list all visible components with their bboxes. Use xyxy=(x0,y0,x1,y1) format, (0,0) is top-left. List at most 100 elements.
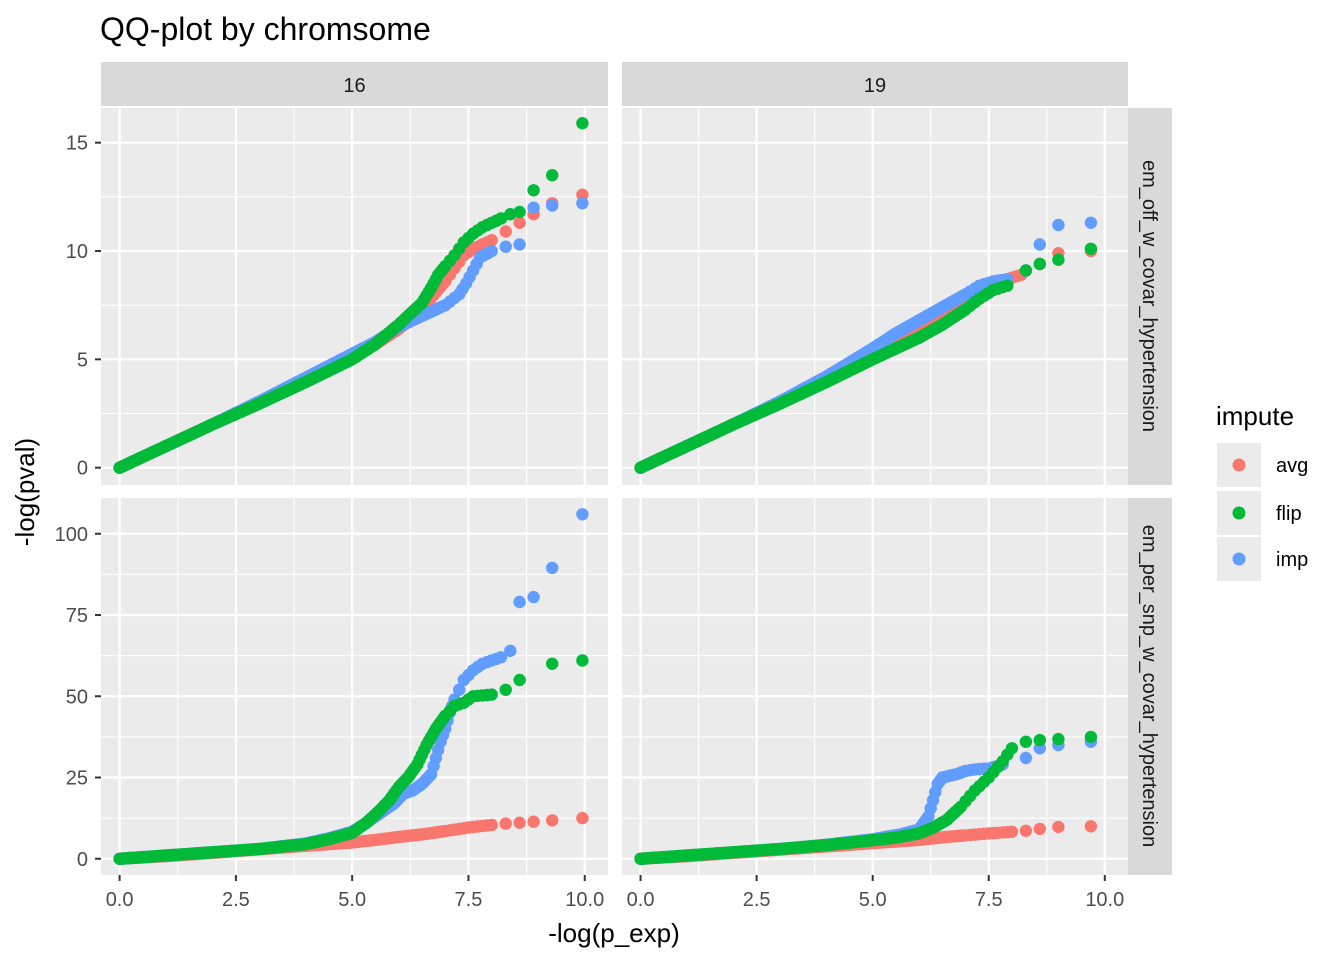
point-imp xyxy=(1033,238,1047,251)
strip-row-per-snp-label: em_per_snp_w_covar_hypertension xyxy=(1138,525,1160,847)
point-avg xyxy=(576,188,589,201)
panel-19-row-0 xyxy=(622,108,1128,485)
point-imp xyxy=(576,508,589,521)
x-tick-label: 0.0 xyxy=(627,889,655,911)
point-flip xyxy=(1005,742,1019,755)
point-avg xyxy=(1019,824,1033,837)
strip-row-per-snp xyxy=(1128,498,1172,875)
strip-row-off xyxy=(1128,108,1172,485)
legend-dot-imp xyxy=(1232,552,1246,566)
point-flip xyxy=(1019,264,1033,277)
panel-19-row-1 xyxy=(622,498,1128,875)
point-imp xyxy=(546,199,559,212)
point-imp xyxy=(494,651,508,664)
point-flip xyxy=(494,212,508,225)
point-flip xyxy=(576,117,589,130)
point-flip xyxy=(485,688,498,701)
strip-col-19-label: 19 xyxy=(864,75,886,97)
x-tick-label: 7.5 xyxy=(975,889,1003,911)
panel-16-row-1 xyxy=(101,498,608,875)
point-avg xyxy=(499,225,512,238)
point-avg xyxy=(576,811,589,825)
point-imp xyxy=(527,201,540,214)
point-imp xyxy=(1084,216,1098,229)
point-avg xyxy=(1005,825,1019,838)
point-avg xyxy=(1084,820,1098,833)
point-avg xyxy=(527,815,540,828)
panel-background xyxy=(101,108,608,485)
series-flip xyxy=(634,730,1098,865)
point-imp xyxy=(1052,218,1065,232)
panel-background xyxy=(622,108,1128,485)
y-tick-label: 25 xyxy=(66,768,88,790)
point-imp xyxy=(513,238,526,251)
point-avg xyxy=(485,234,498,247)
point-imp xyxy=(485,244,498,258)
strip-col-16 xyxy=(101,62,608,106)
point-imp xyxy=(504,644,517,657)
point-flip xyxy=(513,205,526,219)
panel-background xyxy=(622,498,1128,875)
y-tick-label: 75 xyxy=(66,605,88,627)
legend-label-flip: flip xyxy=(1276,503,1302,525)
chart-title: QQ-plot by chromsome xyxy=(100,11,431,47)
point-flip xyxy=(1033,257,1047,271)
x-tick-label: 10.0 xyxy=(1085,889,1124,911)
point-flip xyxy=(1084,242,1098,255)
y-tick-label: 50 xyxy=(66,686,88,708)
point-imp xyxy=(499,240,512,253)
x-tick-label: 5.0 xyxy=(859,889,887,911)
panels-layer xyxy=(101,108,1128,875)
point-flip xyxy=(1052,253,1065,266)
point-avg xyxy=(1033,822,1047,836)
y-tick-label: 5 xyxy=(77,349,88,371)
point-flip xyxy=(499,683,512,696)
point-flip xyxy=(1019,735,1033,748)
point-imp xyxy=(1019,751,1033,765)
point-flip xyxy=(1001,279,1014,292)
point-flip xyxy=(527,184,540,197)
point-imp xyxy=(453,683,466,696)
y-axis-title: -log(pval) xyxy=(10,438,40,546)
legend-label-avg: avg xyxy=(1276,455,1308,477)
series-flip xyxy=(113,117,589,474)
strip-row-off-label: em_off_w_covar_hypertension xyxy=(1138,160,1160,432)
strip-col-19 xyxy=(622,62,1128,106)
point-flip xyxy=(1052,732,1065,746)
y-tick-label: 0 xyxy=(77,458,88,480)
point-flip xyxy=(546,169,559,182)
point-avg xyxy=(513,216,526,229)
x-tick-label: 2.5 xyxy=(743,889,771,911)
point-avg xyxy=(485,818,498,832)
point-flip xyxy=(1033,733,1047,747)
point-imp xyxy=(546,561,559,575)
legend-label-imp: imp xyxy=(1276,549,1308,571)
legend-dot-flip xyxy=(1232,506,1246,520)
legend-title: impute xyxy=(1216,401,1294,431)
panel-background xyxy=(101,498,608,875)
point-flip xyxy=(546,657,559,670)
point-imp xyxy=(576,197,589,210)
series-flip xyxy=(113,654,589,865)
y-tick-label: 100 xyxy=(55,524,88,546)
x-tick-label: 10.0 xyxy=(565,889,604,911)
y-tick-label: 0 xyxy=(77,849,88,871)
point-avg xyxy=(1052,820,1065,834)
point-flip xyxy=(1084,730,1098,744)
panel-16-row-0 xyxy=(101,108,608,485)
legend-dot-avg xyxy=(1232,458,1246,472)
x-tick-label: 5.0 xyxy=(338,889,366,911)
x-tick-label: 2.5 xyxy=(222,889,250,911)
axes-layer: 0.0 2.5 5.0 7.5 10.0 0.0 2.5 5.0 7.5 10.0 0 5 10 15 0 2… xyxy=(55,133,1125,911)
series-flip xyxy=(634,242,1098,474)
point-imp xyxy=(527,590,540,604)
x-tick-label: 7.5 xyxy=(455,889,483,911)
y-tick-label: 10 xyxy=(66,241,88,263)
x-axis-title: -log(p_exp) xyxy=(548,918,680,948)
y-tick-label: 15 xyxy=(66,133,88,155)
x-tick-label: 0.0 xyxy=(106,889,134,911)
point-flip xyxy=(576,654,589,667)
point-imp xyxy=(513,595,526,609)
legend: impute avg flip imp xyxy=(1216,401,1308,581)
